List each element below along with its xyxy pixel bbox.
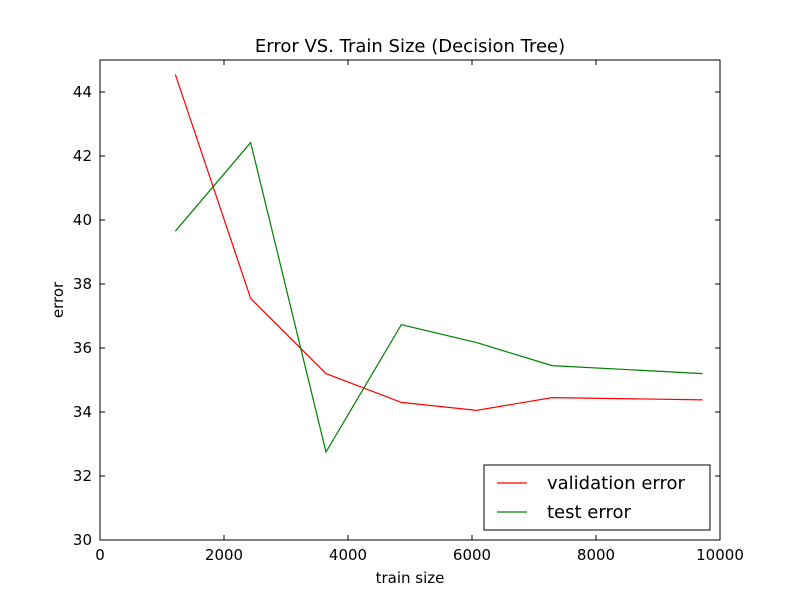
y-tick-label: 38 (73, 275, 92, 293)
axes-frame (99, 59, 721, 541)
x-tick-label: 4000 (329, 546, 367, 564)
x-axis-label: train size (376, 569, 445, 587)
y-axis-label: error (49, 281, 67, 318)
y-tick-label: 44 (73, 83, 92, 101)
x-tick-label: 8000 (577, 546, 615, 564)
chart-title: Error VS. Train Size (Decision Tree) (255, 36, 565, 57)
y-tick-label: 30 (73, 531, 92, 549)
legend-label: test error (547, 502, 631, 523)
series-line-test-error (174, 141, 703, 454)
x-tick-label: 2000 (205, 546, 243, 564)
series-line-validation-error (174, 74, 703, 412)
plot-area: 0 2000 4000 6000 8000 10000 30 32 34 36 38 40 42 44 va… (73, 59, 744, 564)
legend-box (483, 464, 711, 531)
y-tick-label: 32 (73, 467, 92, 485)
x-tick-label: 0 (95, 546, 105, 564)
x-tick-label: 10000 (696, 546, 744, 564)
x-tick-label: 6000 (453, 546, 491, 564)
y-tick-label: 40 (73, 211, 92, 229)
y-tick-label: 42 (73, 147, 92, 165)
y-tick-label: 34 (73, 403, 92, 421)
legend-label: validation error (547, 473, 686, 494)
y-tick-label: 36 (73, 339, 92, 357)
